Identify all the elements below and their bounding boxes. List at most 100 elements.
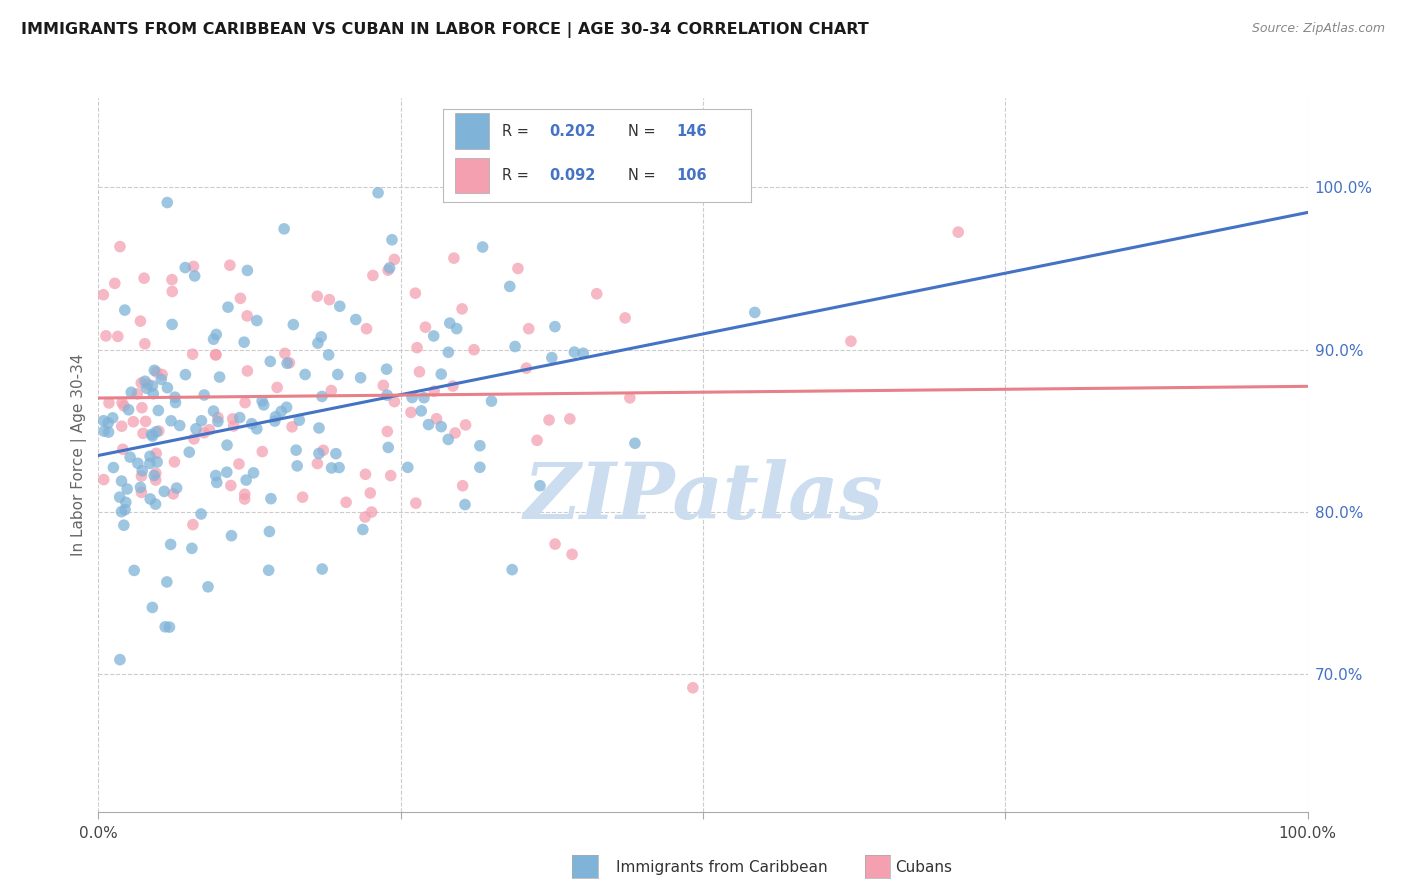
Point [141, 427, 163, 442]
Point [471, 240, 494, 254]
Point [181, 517, 204, 532]
Point [446, 321, 468, 335]
Point [166, 481, 188, 495]
Point [150, 372, 173, 386]
Point [145, 473, 167, 487]
Point [356, 322, 378, 336]
Point [131, 469, 153, 483]
Point [311, 562, 333, 576]
Point [129, 480, 152, 494]
Point [463, 343, 485, 357]
Point [233, 487, 256, 501]
Point [948, 225, 970, 239]
Point [156, 381, 179, 395]
Point [93, 414, 115, 428]
Point [281, 420, 304, 434]
Point [219, 478, 242, 492]
Point [399, 405, 422, 419]
Point [204, 468, 226, 483]
Point [526, 434, 548, 448]
Point [288, 413, 311, 427]
Point [160, 318, 183, 332]
Text: ZIPatlas: ZIPatlas [523, 459, 883, 536]
Point [120, 385, 142, 400]
Point [444, 425, 467, 440]
Y-axis label: In Labor Force | Age 30-34: In Labor Force | Age 30-34 [72, 353, 87, 557]
Point [558, 412, 581, 426]
Point [441, 379, 464, 393]
Text: IMMIGRANTS FROM CARIBBEAN VS CUBAN IN LABOR FORCE | AGE 30-34 CORRELATION CHART: IMMIGRANTS FROM CARIBBEAN VS CUBAN IN LA… [21, 22, 869, 38]
Point [135, 381, 157, 395]
Point [614, 310, 637, 325]
Point [111, 419, 134, 434]
Point [360, 505, 382, 519]
Point [222, 419, 245, 434]
Point [405, 496, 427, 510]
Point [499, 279, 522, 293]
Point [233, 335, 256, 350]
Point [139, 491, 162, 506]
Point [246, 313, 269, 327]
Point [321, 461, 343, 475]
Point [439, 316, 461, 330]
Point [308, 446, 330, 460]
Point [122, 415, 145, 429]
Point [253, 398, 276, 412]
Point [451, 479, 474, 493]
Point [94, 329, 117, 343]
Point [382, 252, 405, 267]
Point [308, 421, 330, 435]
Point [179, 445, 201, 459]
Point [110, 505, 132, 519]
Point [375, 388, 398, 402]
Point [204, 348, 226, 362]
Point [235, 473, 257, 487]
Point [108, 490, 131, 504]
Point [114, 502, 136, 516]
Point [270, 404, 292, 418]
Point [131, 376, 153, 390]
Point [311, 389, 333, 403]
Point [163, 390, 186, 404]
Point [437, 433, 460, 447]
Point [127, 456, 149, 470]
Point [215, 438, 238, 452]
Point [318, 348, 340, 362]
Point [451, 301, 474, 316]
Point [422, 329, 444, 343]
Point [259, 354, 281, 368]
Point [159, 537, 181, 551]
Point [377, 263, 399, 277]
Point [122, 563, 145, 577]
Point [359, 486, 381, 500]
Point [285, 458, 308, 473]
Point [375, 425, 398, 439]
Point [443, 251, 465, 265]
Point [252, 444, 274, 458]
Point [139, 457, 162, 471]
Point [561, 547, 583, 561]
Point [156, 195, 179, 210]
Point [142, 429, 165, 443]
Point [257, 563, 280, 577]
Point [839, 334, 862, 349]
Point [162, 487, 184, 501]
Point [260, 491, 283, 506]
Point [242, 466, 264, 480]
Point [307, 457, 329, 471]
Point [540, 351, 562, 365]
Point [103, 460, 125, 475]
Point [263, 414, 285, 428]
Point [221, 529, 243, 543]
Point [117, 402, 139, 417]
Point [430, 419, 453, 434]
Point [98, 396, 121, 410]
Point [240, 417, 263, 431]
Point [309, 330, 332, 344]
Point [229, 291, 252, 305]
Point [384, 394, 406, 409]
Point [127, 387, 149, 401]
Point [544, 537, 567, 551]
Point [246, 422, 269, 436]
Point [228, 457, 250, 471]
